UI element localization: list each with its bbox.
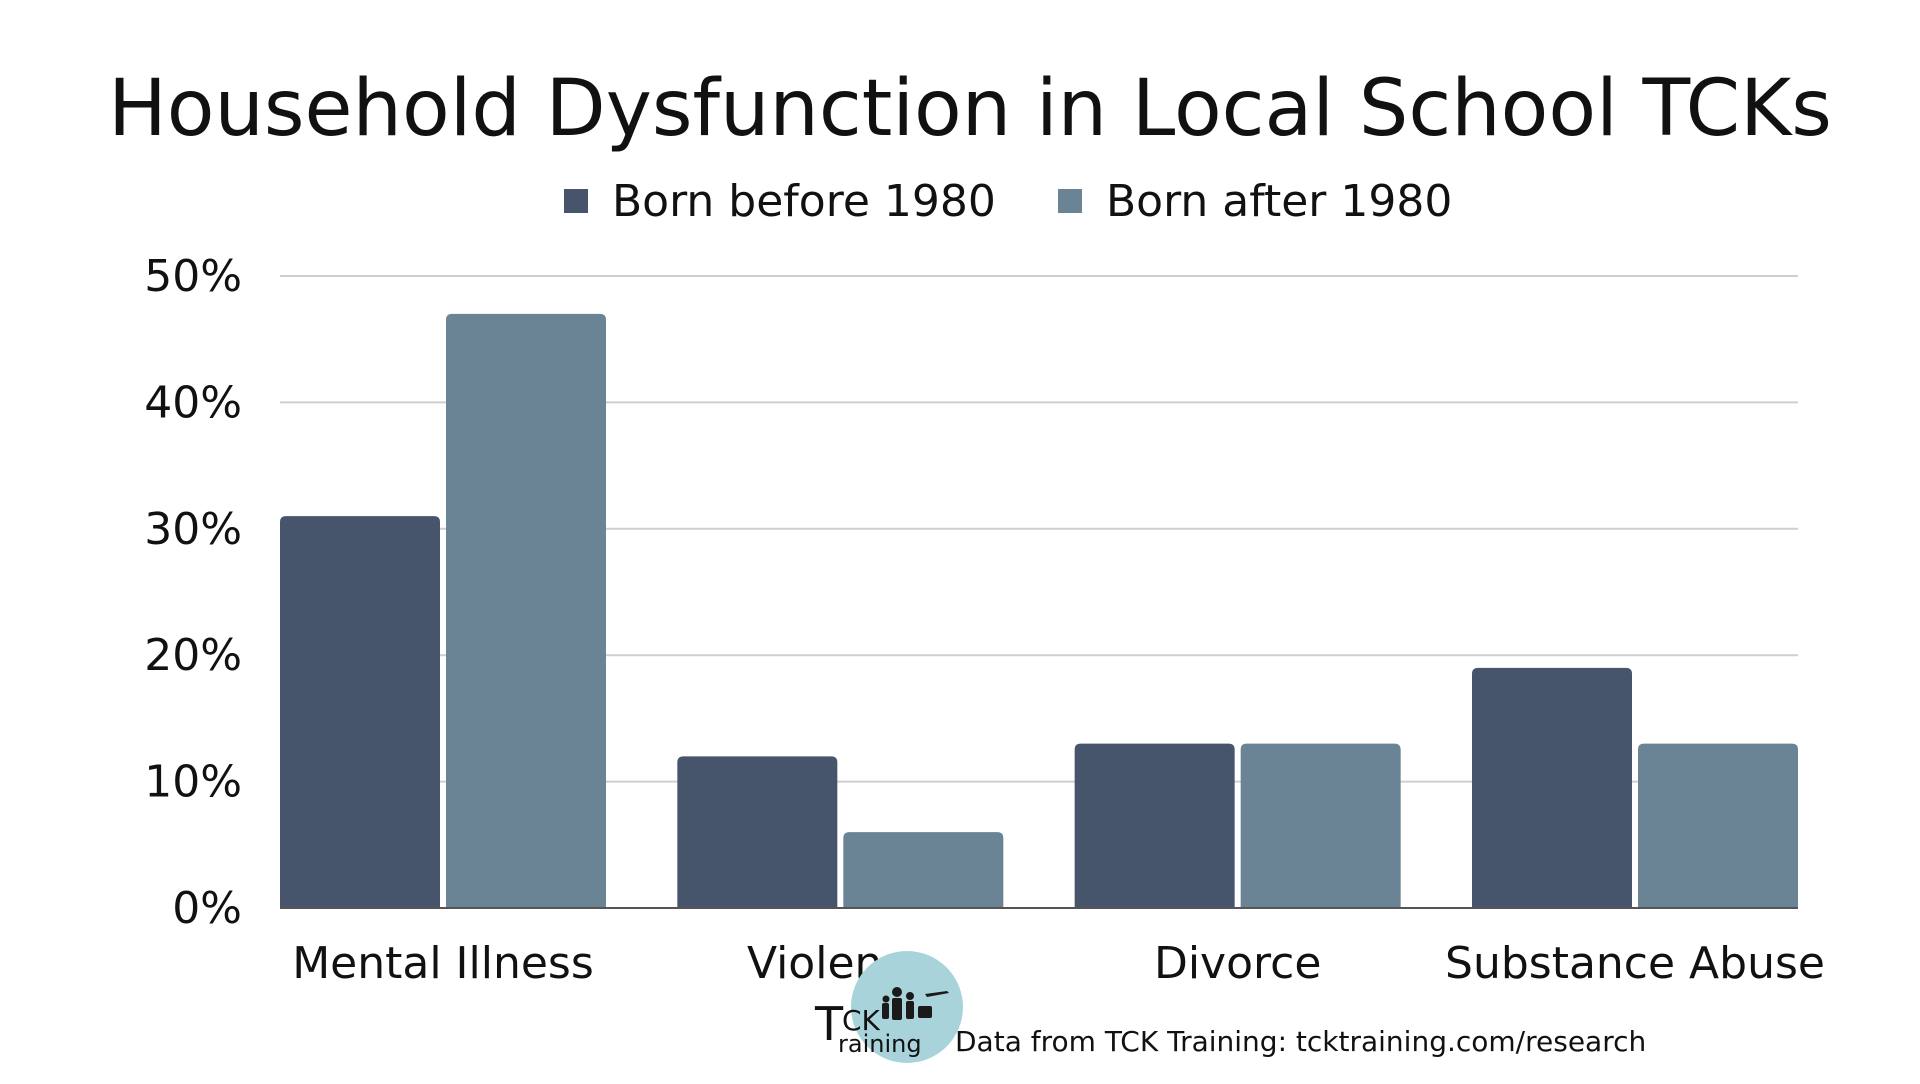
bar-divorce-series-1 xyxy=(1240,743,1401,908)
y-tick-label: 0% xyxy=(172,883,242,934)
legend-swatch-born-after-1980 xyxy=(1058,189,1082,213)
bar-violence-series-0 xyxy=(677,756,838,908)
x-category-label: Divorce xyxy=(1154,938,1321,989)
bar-divorce-series-0 xyxy=(1074,743,1235,908)
logo-letter-t: T xyxy=(814,997,844,1051)
legend-swatch-born-before-1980 xyxy=(564,189,588,213)
x-category-label: Mental Illness xyxy=(292,938,594,989)
y-tick-label: 10% xyxy=(144,757,242,808)
legend-label-born-before-1980: Born before 1980 xyxy=(612,176,996,227)
y-tick-label: 40% xyxy=(144,377,242,428)
y-tick-label: 50% xyxy=(144,251,242,302)
x-category-label: Substance Abuse xyxy=(1445,938,1825,989)
bar-violence-series-1 xyxy=(843,832,1004,908)
tck-training-logo-icon: T CK raining xyxy=(814,951,963,1063)
y-axis-ticks: 0% 10% 20% 30% 40% 50% xyxy=(144,251,242,934)
legend-label-born-after-1980: Born after 1980 xyxy=(1106,176,1452,227)
bar-substance-abuse-series-1 xyxy=(1638,743,1798,908)
bars xyxy=(280,313,1798,908)
x-axis-categories: Mental Illness Violence Divorce Substance A… xyxy=(292,938,1825,989)
y-tick-label: 30% xyxy=(144,504,242,555)
chart-title: Household Dysfunction in Local School TC… xyxy=(108,64,1832,154)
family-silhouette-icon xyxy=(882,987,949,1020)
logo-text-ck: CK xyxy=(842,1004,881,1037)
logo-text-raining: raining xyxy=(838,1030,922,1058)
bar-mental-illness-series-1 xyxy=(446,313,606,908)
y-tick-label: 20% xyxy=(144,630,242,681)
source-note: Data from TCK Training: tcktraining.com/… xyxy=(955,1025,1646,1058)
legend: Born before 1980 Born after 1980 xyxy=(564,176,1452,227)
bar-mental-illness-series-0 xyxy=(280,516,440,908)
bar-substance-abuse-series-0 xyxy=(1472,667,1632,908)
